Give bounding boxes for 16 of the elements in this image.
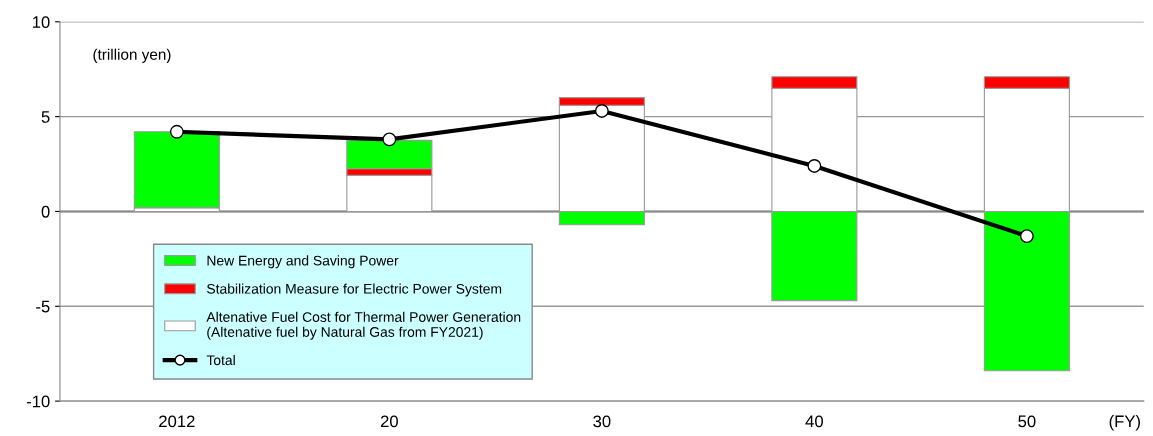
x-axis-title: (FY)	[1109, 415, 1140, 431]
legend-label: Stabilization Measure for Electric Power System	[207, 283, 502, 297]
legend-label: Total	[206, 354, 235, 366]
y-tick-label: 10	[32, 16, 50, 28]
x-tick-label: 50	[1018, 415, 1036, 428]
annotation: (trillion yen)	[93, 48, 171, 63]
y-tick-label: 5	[41, 111, 50, 123]
legend-label: New Energy and Saving Power	[207, 255, 399, 269]
y-tick-label: 0	[41, 205, 50, 218]
y-tick-label: -10	[26, 395, 50, 408]
legend-label: Altenative Fuel Cost for Thermal Power Generation (Altenative fuel by Natural Gas from FY2021)	[206, 311, 521, 340]
x-tick-label: 20	[380, 415, 398, 428]
x-tick-label: 2012	[159, 415, 195, 428]
x-tick-label: 30	[593, 415, 611, 428]
x-tick-label: 40	[805, 415, 823, 428]
y-tick-label: -5	[36, 300, 50, 313]
